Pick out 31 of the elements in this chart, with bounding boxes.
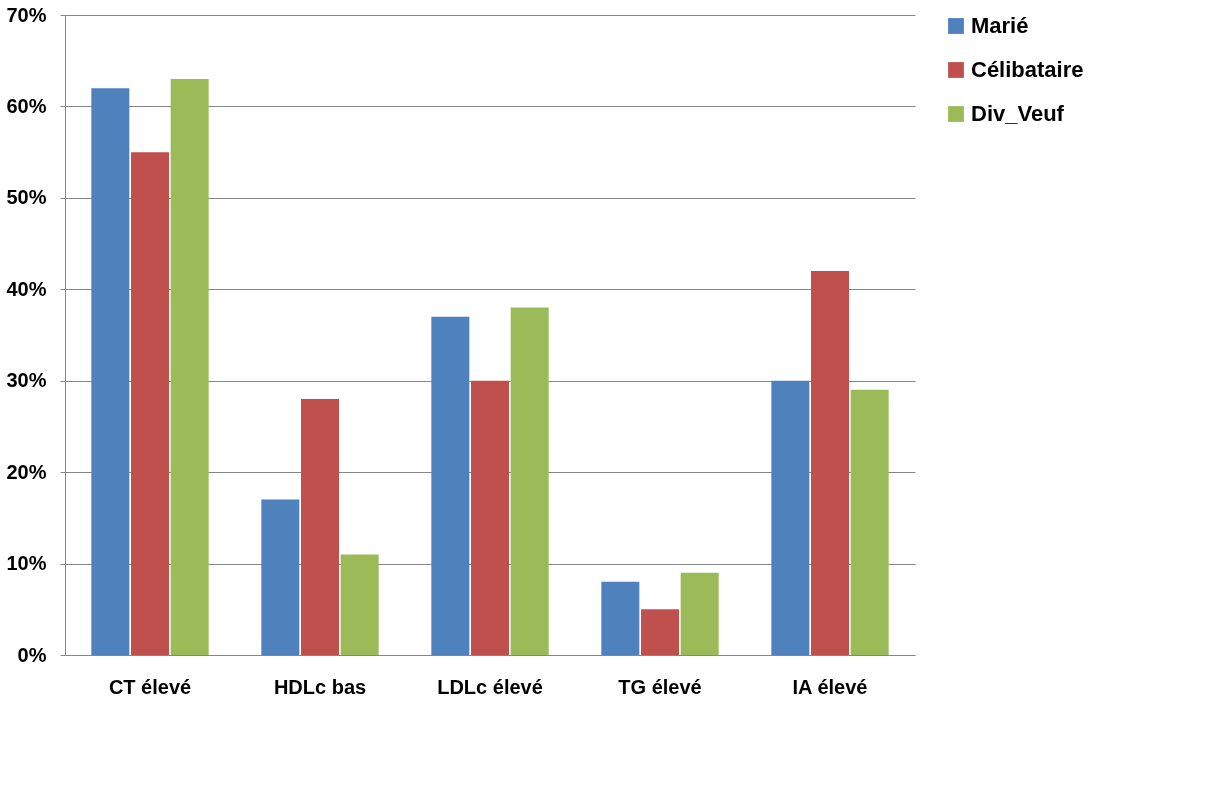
bar <box>601 581 640 655</box>
bar <box>431 316 470 655</box>
y-tick-label: 10% <box>6 552 47 575</box>
bar <box>170 79 209 655</box>
x-tick-label: HDLc bas <box>273 675 367 698</box>
y-tick-label: 30% <box>6 369 47 392</box>
y-tick-label: 70% <box>6 3 47 26</box>
y-tick-label: 50% <box>6 186 47 209</box>
x-tick-label: CT élevé <box>108 675 192 698</box>
legend-label: Marié <box>971 13 1029 38</box>
x-tick-label: IA élevé <box>792 675 868 698</box>
x-tick-label: LDLc élevé <box>437 675 543 698</box>
bar <box>771 380 810 655</box>
bar <box>641 609 679 655</box>
bar <box>471 380 509 655</box>
legend-label: Div_Veuf <box>971 101 1065 126</box>
bar <box>680 572 719 655</box>
legend-label: Célibataire <box>971 57 1084 82</box>
y-tick-label: 60% <box>6 94 47 117</box>
x-tick-label: TG élevé <box>618 675 702 698</box>
bar <box>510 307 549 655</box>
bar <box>131 152 169 655</box>
y-tick-label: 40% <box>6 277 47 300</box>
y-tick-label: 0% <box>17 643 47 666</box>
bar <box>340 554 379 655</box>
bar <box>261 499 300 655</box>
bar <box>301 399 339 655</box>
bar <box>91 88 130 655</box>
y-tick-label: 20% <box>6 460 47 483</box>
bar <box>850 389 889 655</box>
bar <box>811 271 849 655</box>
